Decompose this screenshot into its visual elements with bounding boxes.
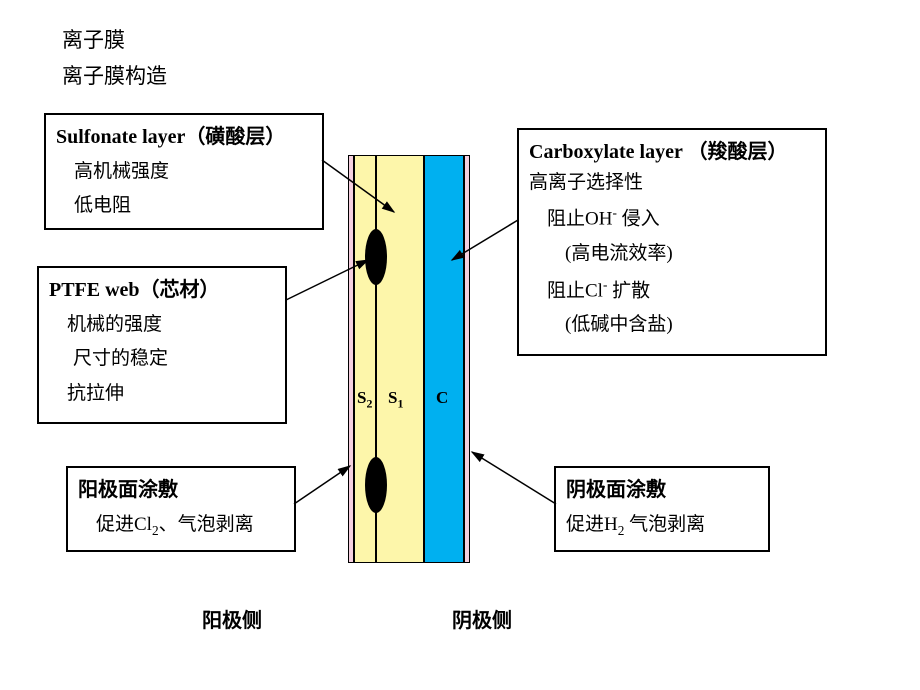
carboxylate-line-3: (低碱中含盐): [529, 310, 815, 340]
layer-outer-right: [464, 155, 470, 563]
ptfe-title: PTFE web（芯材）: [49, 274, 275, 306]
sulfonate-title: Sulfonate layer（磺酸层）: [56, 121, 312, 153]
title-line1: 离子膜: [62, 24, 125, 54]
cathode-coat-title: 阴极面涂敷: [566, 474, 758, 506]
box-anode-coat: 阳极面涂敷 促进Cl2、气泡剥离: [66, 466, 296, 552]
sulfonate-line-0: 高机械强度: [56, 157, 312, 187]
ptfe-line-0: 机械的强度: [49, 310, 275, 340]
layer-label-S2: S2: [357, 388, 372, 411]
carboxylate-line-1: (高电流效率): [529, 239, 815, 269]
ptfe-node-1: [365, 457, 387, 513]
layer-label-C: C: [436, 388, 448, 408]
ptfe-line-2: 抗拉伸: [49, 379, 275, 409]
layer-label-S1: S1: [388, 388, 403, 411]
layer-C: [424, 155, 464, 563]
box-cathode-coat: 阴极面涂敷 促进H2 气泡剥离: [554, 466, 770, 552]
carboxylate-title: Carboxylate layer （羧酸层）: [529, 136, 815, 168]
ptfe-node-0: [365, 229, 387, 285]
sulfonate-line-1: 低电阻: [56, 191, 312, 221]
carboxylate-line-0: 阻止OH- 侵入: [529, 202, 815, 235]
anode-coat-line-0: 促进Cl2、气泡剥离: [78, 510, 284, 541]
carboxylate-line-2: 阻止Cl- 扩散: [529, 274, 815, 307]
membrane-diagram: [348, 155, 470, 563]
anode-coat-title: 阳极面涂敷: [78, 474, 284, 506]
cathode-side-label: 阴极侧: [452, 604, 512, 633]
box-carboxylate: Carboxylate layer （羧酸层） 高离子选择性 阻止OH- 侵入 …: [517, 128, 827, 356]
anode-side-label: 阳极侧: [202, 604, 262, 633]
box-sulfonate: Sulfonate layer（磺酸层） 高机械强度 低电阻: [44, 113, 324, 230]
cathode-coat-line-0: 促进H2 气泡剥离: [566, 510, 758, 541]
box-ptfe: PTFE web（芯材） 机械的强度 尺寸的稳定 抗拉伸: [37, 266, 287, 424]
title-line2: 离子膜构造: [62, 60, 167, 90]
carboxylate-sub: 高离子选择性: [529, 168, 815, 198]
ptfe-line-1: 尺寸的稳定: [49, 344, 275, 374]
